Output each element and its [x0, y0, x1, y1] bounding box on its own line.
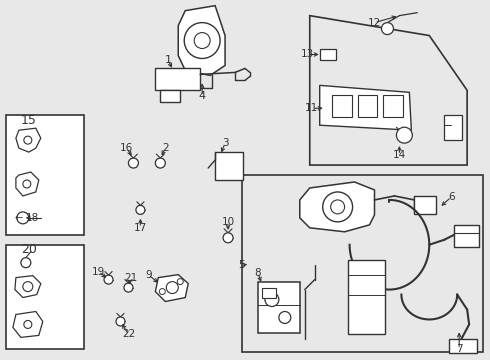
- Text: 7: 7: [456, 345, 463, 354]
- Bar: [262, 288, 276, 298]
- Circle shape: [194, 32, 210, 49]
- Bar: [6, 115, 84, 235]
- Circle shape: [382, 23, 393, 35]
- Text: 22: 22: [122, 329, 135, 339]
- Text: 21: 21: [124, 273, 137, 283]
- Text: 6: 6: [448, 192, 455, 202]
- Bar: [155, 68, 200, 90]
- Bar: [454, 225, 479, 247]
- Bar: [444, 115, 462, 140]
- Bar: [384, 95, 403, 117]
- Text: 3: 3: [222, 138, 228, 148]
- Circle shape: [177, 279, 183, 285]
- Text: 13: 13: [301, 49, 315, 59]
- Text: 11: 11: [305, 103, 318, 113]
- Polygon shape: [16, 172, 39, 196]
- Text: 19: 19: [92, 267, 105, 276]
- Circle shape: [155, 158, 165, 168]
- Circle shape: [17, 212, 29, 224]
- Bar: [242, 175, 483, 352]
- Text: 17: 17: [134, 223, 147, 233]
- Circle shape: [166, 282, 178, 293]
- Text: 4: 4: [198, 91, 206, 101]
- Circle shape: [265, 293, 279, 306]
- Polygon shape: [300, 182, 374, 232]
- Bar: [449, 339, 477, 353]
- Circle shape: [136, 206, 145, 214]
- Circle shape: [331, 200, 344, 214]
- Circle shape: [223, 233, 233, 243]
- Circle shape: [128, 158, 138, 168]
- Text: 15: 15: [21, 114, 37, 127]
- Text: 20: 20: [21, 243, 37, 256]
- Bar: [358, 95, 377, 117]
- Polygon shape: [13, 311, 43, 337]
- Text: 10: 10: [221, 217, 235, 227]
- Circle shape: [396, 127, 413, 143]
- Text: 2: 2: [162, 143, 169, 153]
- Bar: [160, 90, 180, 102]
- Text: 5: 5: [239, 260, 245, 270]
- Circle shape: [323, 192, 353, 222]
- Text: 14: 14: [393, 150, 406, 160]
- Circle shape: [24, 136, 32, 144]
- Bar: [415, 196, 436, 214]
- Circle shape: [279, 311, 291, 323]
- Polygon shape: [178, 6, 225, 75]
- Circle shape: [23, 282, 33, 292]
- Circle shape: [159, 289, 165, 294]
- Text: 18: 18: [26, 213, 40, 223]
- Circle shape: [116, 317, 125, 326]
- Bar: [6, 245, 84, 349]
- Polygon shape: [155, 275, 188, 302]
- Bar: [215, 152, 243, 180]
- Circle shape: [104, 275, 113, 284]
- Polygon shape: [15, 276, 41, 298]
- Text: 8: 8: [255, 267, 261, 278]
- Circle shape: [24, 320, 32, 328]
- Text: 16: 16: [120, 143, 133, 153]
- Bar: [332, 95, 352, 117]
- Text: ←: ←: [15, 213, 23, 223]
- Polygon shape: [310, 15, 467, 165]
- Circle shape: [184, 23, 220, 58]
- Circle shape: [23, 180, 31, 188]
- Circle shape: [21, 258, 31, 268]
- Polygon shape: [319, 85, 412, 130]
- Circle shape: [124, 283, 133, 292]
- Bar: [319, 49, 336, 60]
- Text: 1: 1: [165, 55, 172, 66]
- Bar: [258, 282, 300, 333]
- Polygon shape: [16, 128, 41, 152]
- Text: 12: 12: [368, 18, 381, 28]
- Text: 9: 9: [145, 270, 152, 280]
- Bar: [347, 260, 386, 334]
